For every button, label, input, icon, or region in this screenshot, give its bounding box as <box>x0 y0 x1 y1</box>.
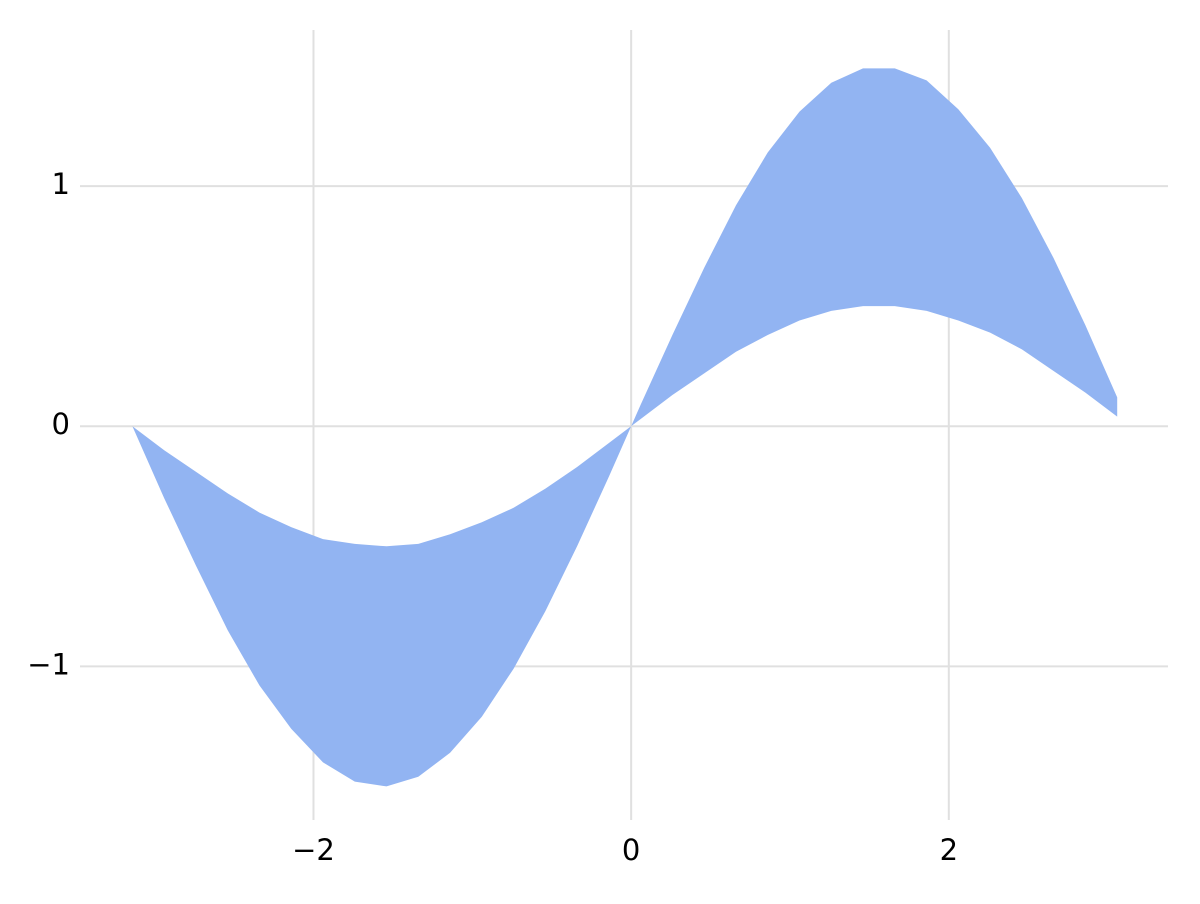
band-area <box>132 68 1118 787</box>
y-tick-label: 1 <box>52 167 70 201</box>
y-tick-label: 0 <box>52 407 70 441</box>
x-tick-label: 2 <box>940 833 958 867</box>
x-tick-label: 0 <box>622 833 640 867</box>
x-tick-label: −2 <box>292 833 335 867</box>
y-tick-label: −1 <box>27 647 70 681</box>
